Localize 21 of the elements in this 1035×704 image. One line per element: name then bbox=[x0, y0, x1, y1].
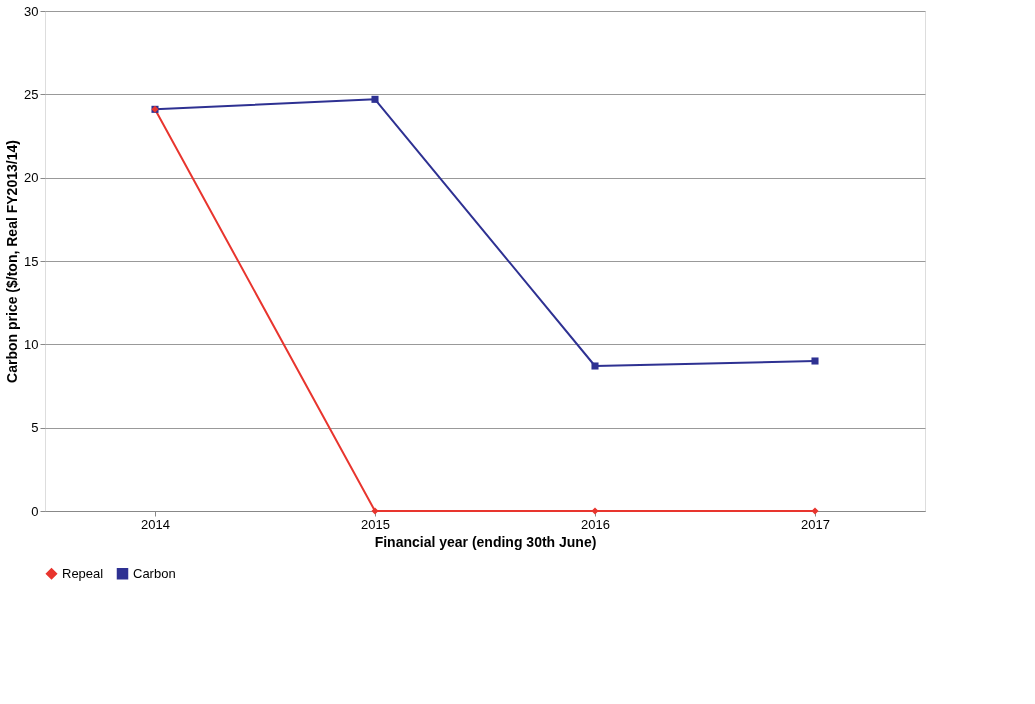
y-axis-title: Carbon price ($/ton, Real FY2013/14) bbox=[4, 140, 21, 383]
point bbox=[591, 507, 599, 515]
y-tick-label: 15 bbox=[24, 253, 39, 269]
legend-label: Repeal bbox=[62, 565, 104, 581]
y-tick-label: 10 bbox=[24, 336, 39, 352]
point bbox=[811, 357, 819, 365]
y-tick-label: 20 bbox=[24, 170, 39, 186]
y-tick-label: 0 bbox=[31, 503, 39, 519]
y-tick-label: 5 bbox=[31, 420, 39, 436]
legend-label: Carbon bbox=[133, 565, 176, 581]
y-tick-label: 25 bbox=[24, 86, 39, 102]
point bbox=[811, 507, 819, 515]
point bbox=[371, 507, 379, 515]
x-tick-label: 2017 bbox=[801, 516, 830, 532]
x-tick-label: 2016 bbox=[581, 516, 610, 532]
y-tick-label: 30 bbox=[24, 3, 39, 19]
x-tick-label: 2015 bbox=[361, 516, 390, 532]
x-tick-label: 2014 bbox=[141, 516, 170, 532]
x-axis-title: Financial year (ending 30th June) bbox=[374, 533, 597, 550]
point bbox=[371, 95, 379, 103]
point bbox=[591, 362, 599, 370]
